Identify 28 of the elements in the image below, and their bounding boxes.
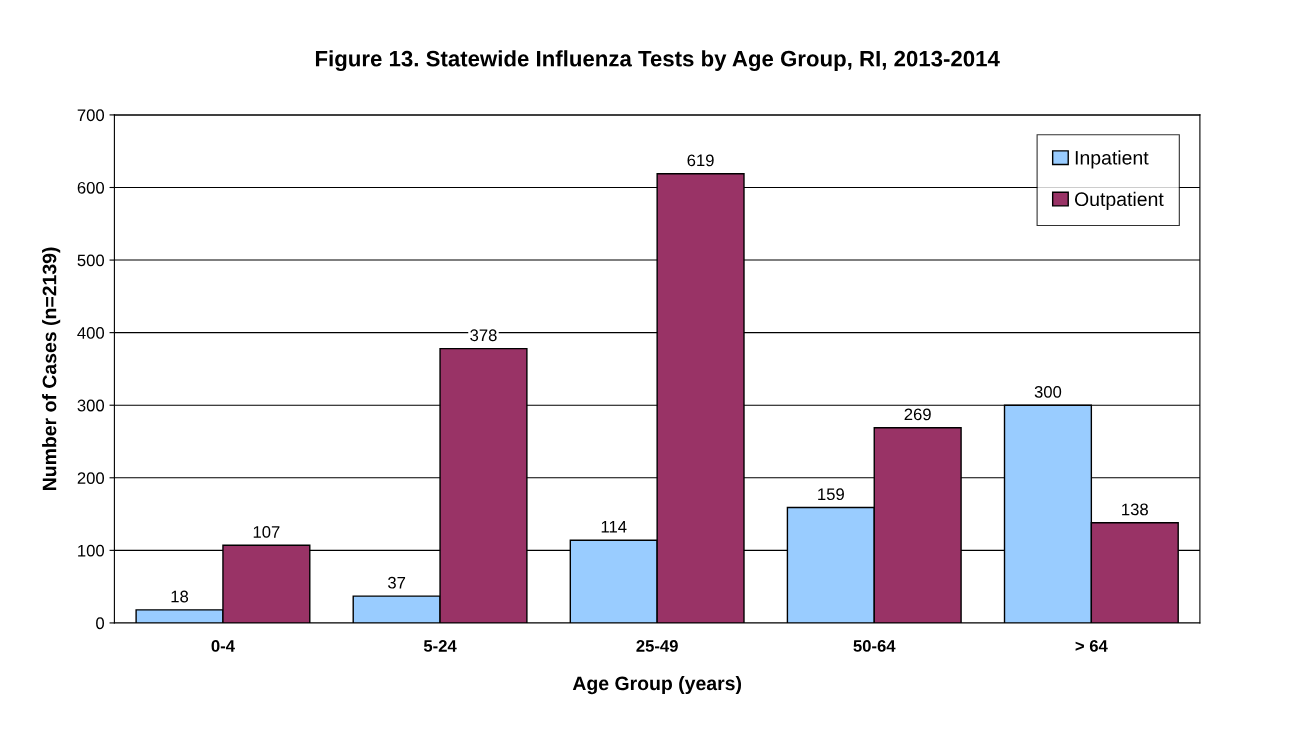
- legend-label: Inpatient: [1075, 150, 1149, 169]
- data-label: 18: [171, 590, 189, 603]
- x-axis-title: Age Group (years): [572, 675, 742, 695]
- data-label: 619: [687, 154, 714, 167]
- x-tick-label: > 64: [1075, 640, 1108, 652]
- x-tick-label: 0-4: [211, 640, 235, 652]
- chart-title: Figure 13. Statewide Influenza Tests by Age Group, RI, 2013-2014: [315, 50, 1000, 72]
- y-tick-label: 300: [77, 399, 105, 412]
- data-label: 37: [388, 576, 406, 589]
- x-tick-label: 5-24: [423, 640, 457, 652]
- legend-label: Outpatient: [1074, 191, 1164, 210]
- data-label: 107: [253, 526, 280, 538]
- x-tick-label: 25-49: [636, 640, 678, 652]
- x-tick-label: 50-64: [853, 640, 896, 652]
- y-tick-label: 100: [78, 544, 105, 557]
- y-tick-label: 600: [77, 181, 105, 194]
- y-axis-title: Number of Cases (n=2139): [42, 247, 61, 490]
- y-tick-label: 0: [96, 617, 105, 630]
- data-label: 300: [1034, 385, 1062, 398]
- y-tick-label: 700: [77, 109, 105, 122]
- data-label: 138: [1122, 503, 1148, 516]
- data-label: 159: [818, 488, 844, 501]
- data-label: 269: [904, 408, 931, 421]
- data-label: 114: [601, 521, 627, 533]
- y-tick-label: 500: [77, 254, 105, 267]
- y-tick-label: 400: [77, 327, 105, 339]
- y-tick-label: 200: [77, 472, 105, 484]
- data-label: 378: [470, 329, 497, 342]
